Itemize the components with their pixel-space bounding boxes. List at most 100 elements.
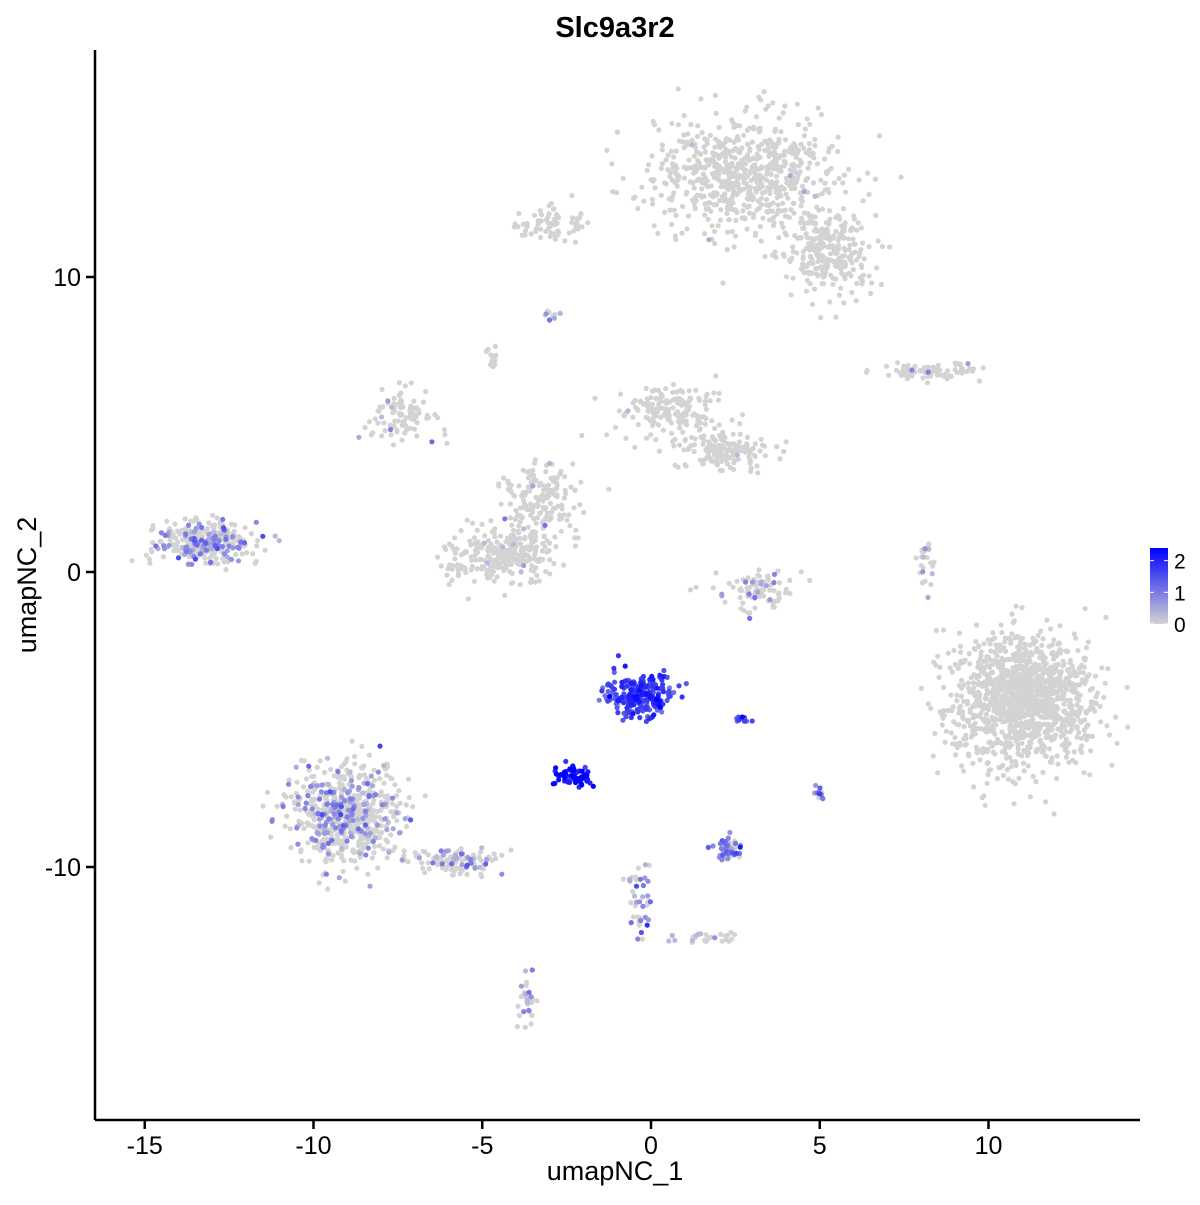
data-point	[405, 859, 411, 865]
data-point	[953, 721, 960, 727]
data-point	[401, 848, 407, 854]
data-point	[452, 535, 458, 541]
data-point	[730, 584, 736, 590]
data-point	[976, 643, 982, 650]
data-point	[300, 784, 307, 790]
data-point	[305, 793, 311, 799]
data-point	[724, 246, 730, 253]
data-point	[983, 711, 990, 717]
data-point	[643, 683, 649, 690]
data-point	[1021, 688, 1027, 694]
data-point	[1103, 614, 1109, 621]
data-point	[619, 679, 625, 686]
data-point	[733, 840, 739, 847]
data-point	[994, 776, 1001, 782]
data-point	[344, 814, 350, 820]
data-point	[1059, 742, 1065, 748]
data-point	[477, 849, 484, 855]
data-point	[477, 544, 483, 550]
data-point	[1067, 704, 1073, 710]
data-point	[501, 475, 507, 481]
data-point	[489, 857, 495, 864]
data-point	[822, 180, 828, 186]
data-point	[739, 714, 745, 720]
data-point	[1015, 742, 1021, 748]
data-point	[1079, 662, 1085, 668]
data-point	[720, 151, 726, 157]
data-point	[407, 407, 413, 413]
data-point	[525, 484, 531, 490]
data-point	[975, 682, 981, 688]
data-point	[288, 794, 294, 800]
data-point	[464, 862, 470, 868]
data-point	[1027, 676, 1033, 682]
data-point	[508, 560, 514, 566]
data-point	[960, 768, 967, 774]
data-point	[836, 175, 842, 181]
data-point	[983, 725, 990, 731]
data-point	[1053, 653, 1059, 659]
data-point	[1012, 656, 1018, 663]
data-point	[370, 801, 376, 807]
data-point	[827, 237, 833, 243]
data-point	[650, 118, 656, 125]
data-point	[561, 773, 568, 780]
data-point	[735, 190, 741, 196]
data-point	[183, 531, 189, 537]
data-point	[941, 684, 947, 691]
data-point	[956, 682, 963, 689]
data-point	[432, 412, 438, 418]
data-point	[958, 693, 965, 699]
data-point	[838, 260, 844, 266]
data-point	[1021, 672, 1027, 679]
data-point	[397, 800, 403, 806]
data-point	[1060, 658, 1066, 664]
data-point	[191, 538, 197, 544]
data-point	[814, 271, 820, 277]
data-point	[248, 531, 254, 537]
data-point	[376, 814, 383, 821]
data-point	[368, 773, 374, 779]
data-point	[579, 768, 585, 774]
data-point	[958, 649, 964, 655]
data-point	[704, 141, 710, 147]
data-point	[1025, 744, 1031, 750]
data-point	[1125, 724, 1131, 730]
data-point	[739, 174, 745, 180]
data-point	[731, 466, 737, 472]
data-point	[334, 802, 340, 808]
data-point	[296, 818, 302, 824]
data-point	[721, 454, 727, 460]
data-point	[1035, 711, 1041, 717]
data-point	[954, 370, 960, 376]
data-point	[1004, 767, 1010, 773]
data-point	[675, 122, 682, 128]
data-point	[943, 728, 950, 734]
data-point	[547, 571, 553, 577]
data-point	[188, 518, 194, 524]
data-point	[528, 1021, 534, 1027]
data-point	[604, 432, 610, 438]
data-point	[1023, 651, 1029, 657]
data-point	[701, 437, 707, 443]
data-point	[989, 692, 995, 698]
data-point	[967, 723, 974, 729]
data-point	[809, 220, 815, 226]
data-point	[762, 253, 768, 260]
data-point	[343, 844, 349, 850]
data-point	[522, 228, 529, 234]
data-point	[657, 704, 663, 710]
data-point	[559, 506, 565, 512]
data-point	[369, 855, 375, 861]
data-point	[1018, 681, 1024, 687]
data-point	[682, 438, 688, 444]
data-point	[782, 213, 789, 219]
data-point	[255, 538, 261, 544]
data-point	[961, 723, 967, 730]
data-point	[691, 449, 697, 455]
data-point	[551, 315, 557, 321]
data-point	[982, 658, 989, 664]
data-point	[965, 751, 972, 757]
data-point	[396, 410, 402, 417]
data-point	[206, 531, 212, 537]
